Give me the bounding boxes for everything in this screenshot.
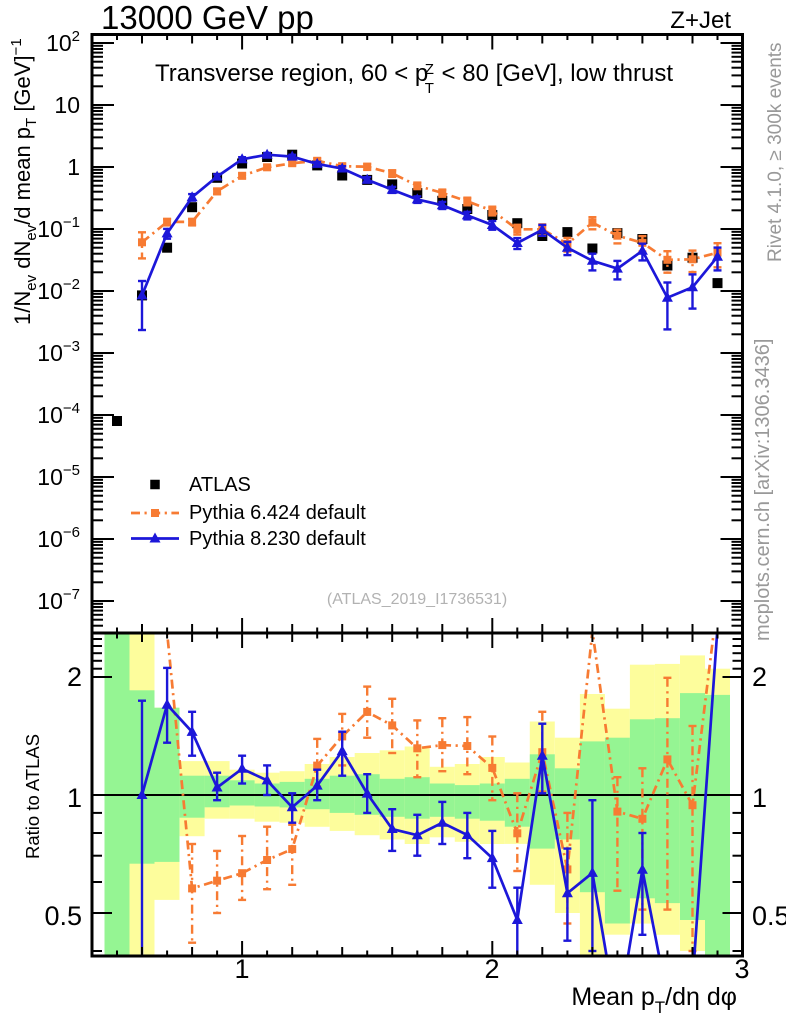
svg-text:2: 2	[67, 662, 82, 692]
svg-text:10: 10	[54, 92, 80, 118]
svg-text:Ratio to ATLAS: Ratio to ATLAS	[22, 734, 43, 859]
svg-text:10−2: 10−2	[37, 276, 80, 304]
svg-text:2: 2	[484, 954, 499, 984]
svg-text:1: 1	[67, 783, 82, 813]
svg-text:1: 1	[752, 783, 767, 813]
svg-text:1: 1	[67, 154, 80, 180]
svg-text:Rivet 4.1.0, ≥ 300k events: Rivet 4.1.0, ≥ 300k events	[765, 42, 786, 262]
svg-text:3: 3	[734, 954, 749, 984]
svg-text:10−6: 10−6	[37, 524, 80, 552]
svg-text:Pythia 6.424 default: Pythia 6.424 default	[189, 502, 366, 524]
svg-text:mcplots.cern.ch [arXiv:1306.34: mcplots.cern.ch [arXiv:1306.3436]	[752, 339, 774, 641]
svg-text:1: 1	[234, 954, 249, 984]
svg-text:(ATLAS_2019_I1736531): (ATLAS_2019_I1736531)	[327, 591, 507, 608]
svg-text:13000 GeV pp: 13000 GeV pp	[101, 0, 314, 36]
svg-text:0.5: 0.5	[752, 901, 786, 931]
svg-text:2: 2	[752, 662, 767, 692]
svg-text:ATLAS: ATLAS	[189, 474, 251, 496]
svg-text:Z+Jet: Z+Jet	[670, 7, 731, 34]
svg-text:0.5: 0.5	[44, 901, 82, 931]
svg-text:Pythia 8.230 default: Pythia 8.230 default	[189, 528, 366, 550]
